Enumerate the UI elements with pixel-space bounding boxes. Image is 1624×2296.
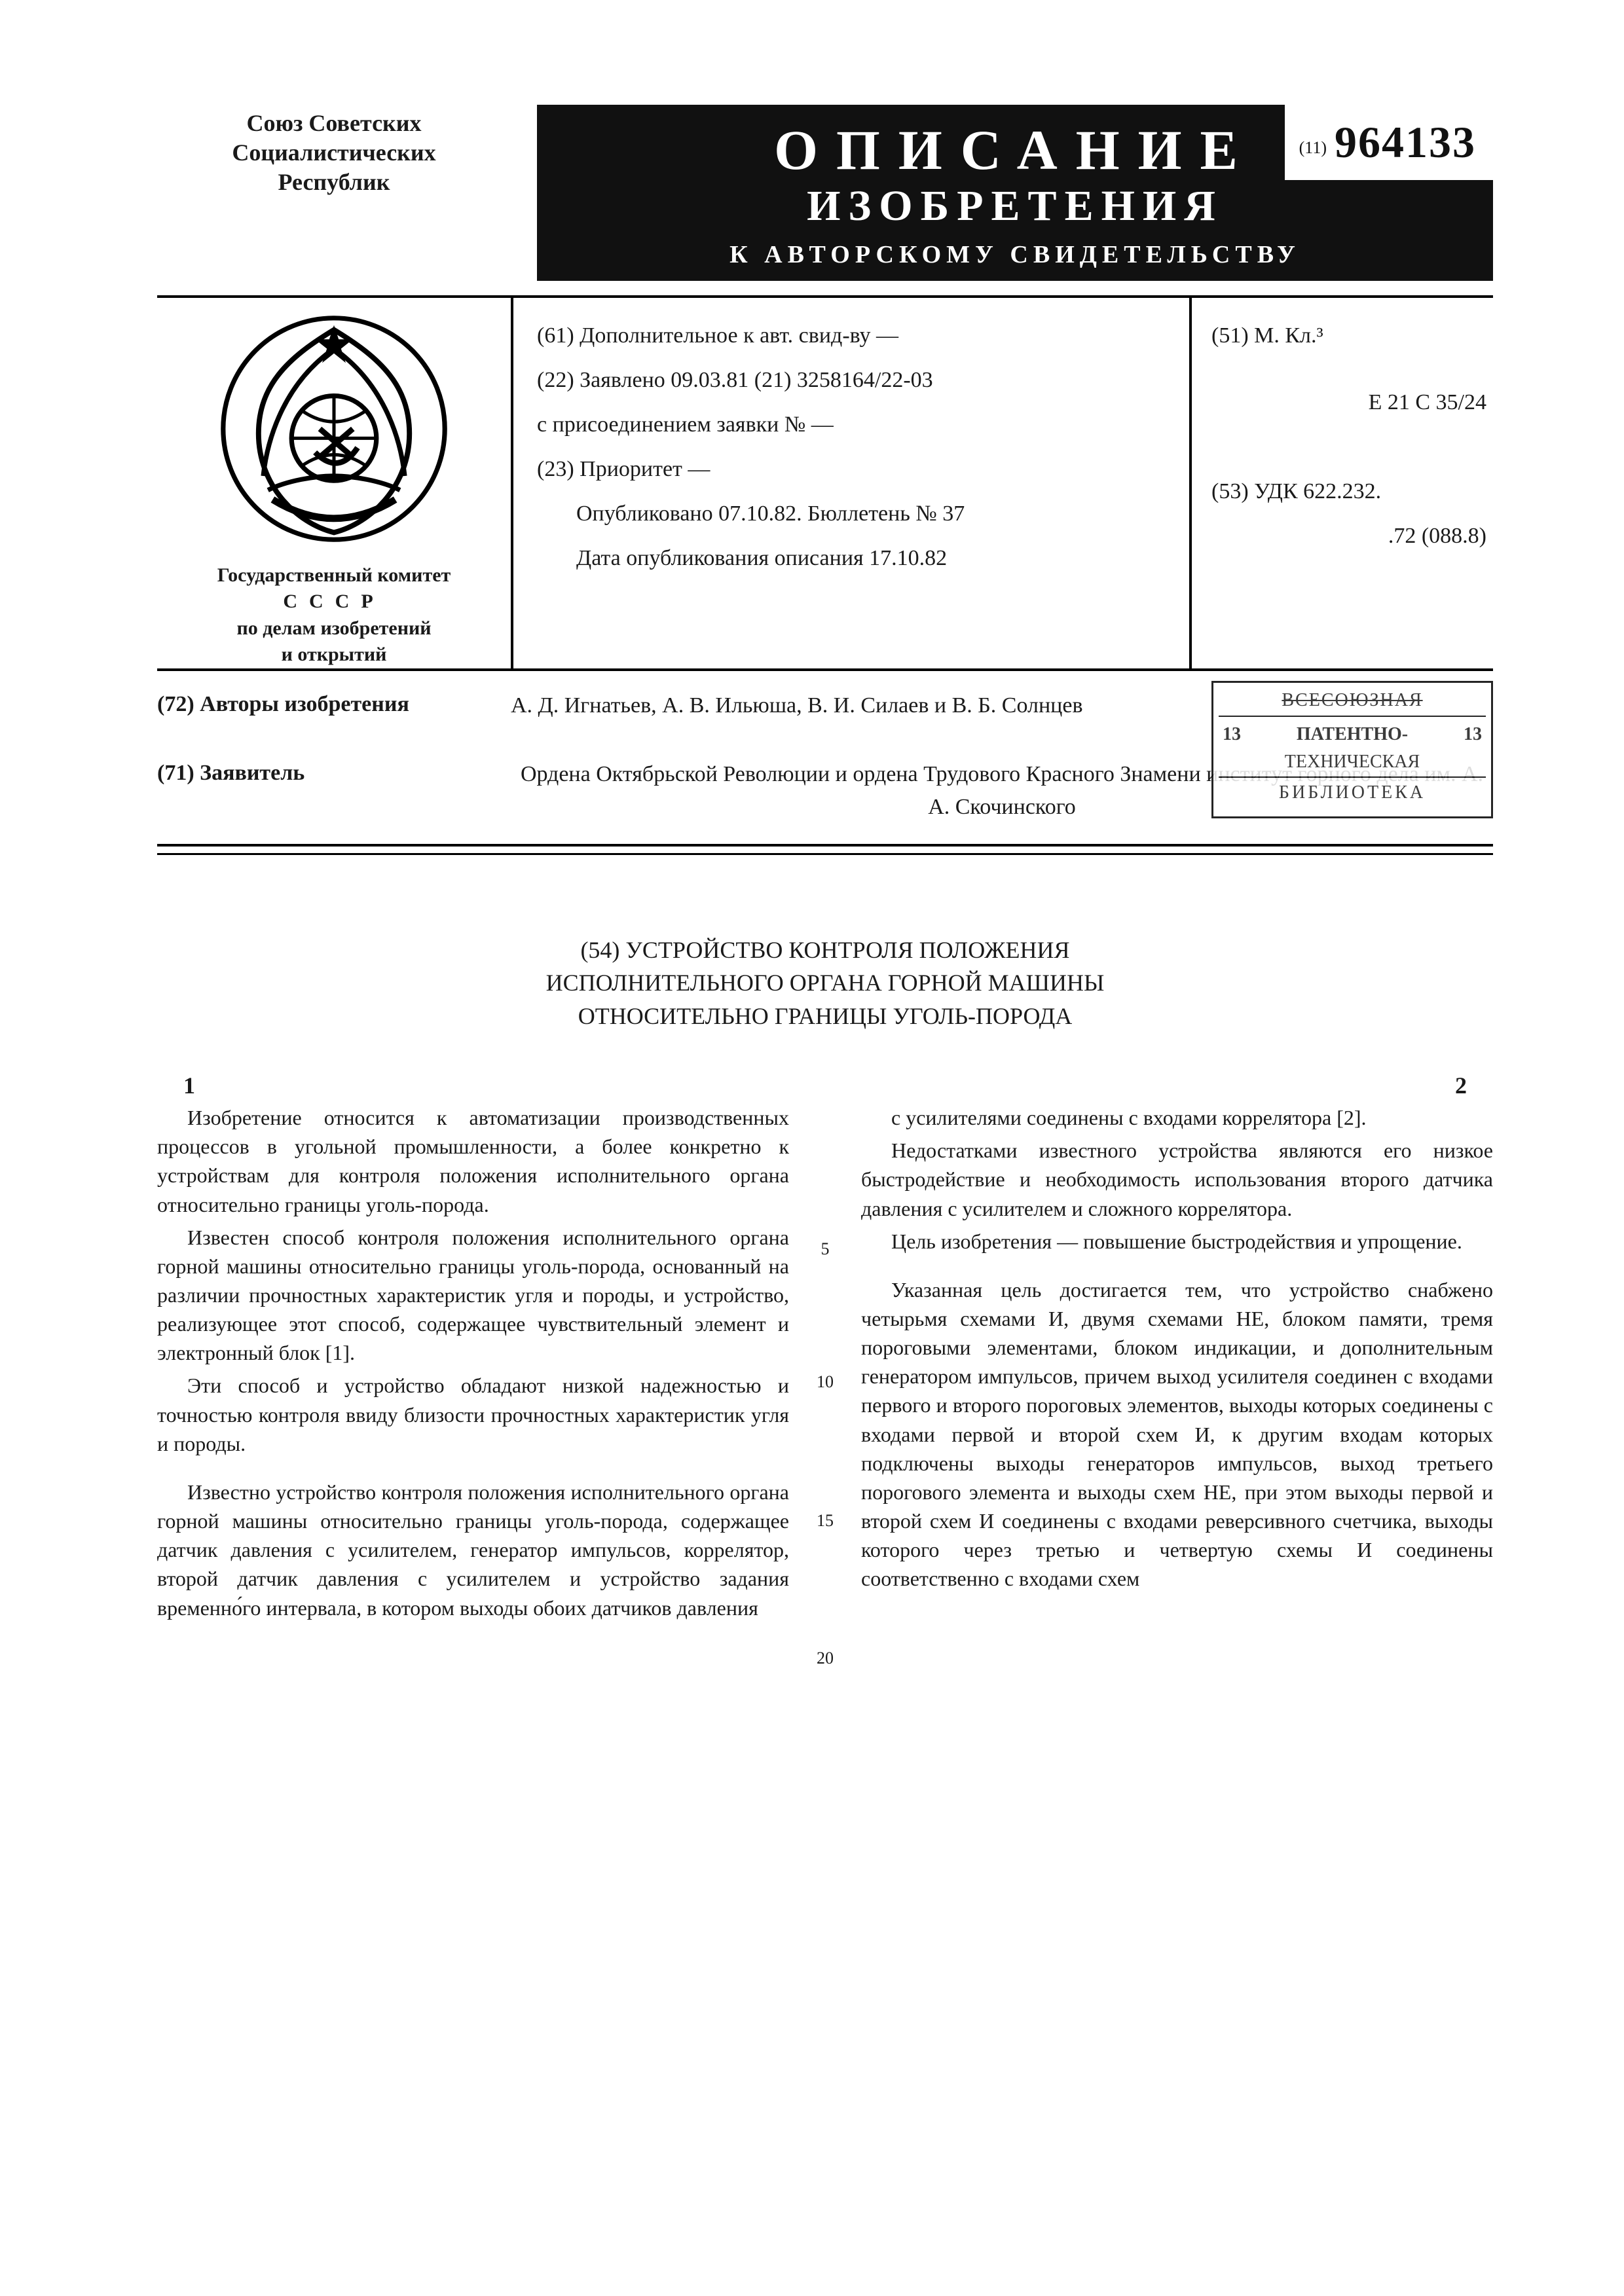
rule [157, 668, 1493, 671]
body-paragraph: Цель изобретения — повышение быстродейст… [861, 1227, 1493, 1256]
stamp-line: ТЕХНИЧЕСКАЯ [1219, 750, 1486, 774]
committee-line: Государственный комитет [157, 562, 511, 589]
biblio-f51-value: E 21 C 35/24 [1211, 380, 1486, 425]
title-block: ОПИСАНИЕ ИЗОБРЕТЕНИЯ К АВТОРСКОМУ СВИДЕТ… [537, 105, 1493, 281]
line-number: 20 [809, 1647, 841, 1670]
body-column-left: Изобретение относится к автоматизации пр… [157, 1103, 789, 1626]
body-column-right: с усилителями соединены с входами коррел… [861, 1103, 1493, 1626]
biblio-join: с присоединением заявки № — [537, 403, 1170, 447]
biblio-f51-label: (51) М. Кл.³ [1211, 314, 1486, 358]
line-number: 10 [809, 1370, 841, 1394]
column-number-left: 1 [183, 1072, 195, 1099]
title-main: ОПИСАНИЕ [774, 119, 1256, 181]
body-paragraph: Указанная цель достигается тем, что устр… [861, 1275, 1493, 1594]
biblio-pub: Опубликовано 07.10.82. Бюллетень № 37 [537, 492, 1170, 536]
column-number-right: 2 [1455, 1072, 1467, 1099]
line-number: 5 [809, 1237, 841, 1261]
biblio-f53-label: (53) УДК 622.232. [1211, 469, 1486, 514]
body-paragraph: Известно устройство контроля положения и… [157, 1478, 789, 1622]
rule [157, 844, 1493, 847]
stamp-line: ВСЕСОЮЗНАЯ [1219, 688, 1486, 713]
line-number: 15 [809, 1509, 841, 1533]
doc-number-value: 964133 [1335, 117, 1476, 167]
invention-code: (54) [580, 937, 619, 963]
library-stamp: ВСЕСОЮЗНАЯ 13 ПАТЕНТНО- 13 ТЕХНИЧЕСКАЯ Б… [1211, 681, 1493, 818]
biblio-right: (51) М. Кл.³ E 21 C 35/24 (53) УДК 622.2… [1189, 298, 1493, 668]
coat-of-arms-icon [216, 311, 452, 547]
issuer-line: Республик [157, 168, 511, 197]
body-paragraph: Изобретение относится к автоматизации пр… [157, 1103, 789, 1219]
body-paragraph: Недостатками известного устройства являю… [861, 1136, 1493, 1222]
issuer-line: Социалистических [157, 138, 511, 168]
body-paragraph: Известен способ контроля положения испол… [157, 1223, 789, 1368]
stamp-line: БИБЛИОТЕКА [1219, 780, 1486, 805]
committee-line: по делам изобретений [157, 615, 511, 642]
invention-title-line: ОТНОСИТЕЛЬНО ГРАНИЦЫ УГОЛЬ-ПОРОДА [578, 1003, 1073, 1029]
rule [157, 853, 1493, 855]
body-paragraph: с усилителями соединены с входами коррел… [861, 1103, 1493, 1132]
title-cert: К АВТОРСКОМУ СВИДЕТЕЛЬСТВУ [729, 242, 1301, 273]
committee-line: и открытий [157, 642, 511, 668]
biblio-f23: (23) Приоритет — [537, 447, 1170, 492]
committee-block: Государственный комитет СССР по делам из… [157, 562, 511, 668]
line-number-gutter: 5 10 15 20 [809, 1103, 841, 1626]
biblio-f53-value: .72 (088.8) [1211, 514, 1486, 558]
doc-field-code: (11) [1299, 138, 1327, 157]
biblio-f61: (61) Дополнительное к авт. свид-ву — [537, 314, 1170, 358]
stamp-line: ПАТЕНТНО- [1297, 722, 1408, 747]
issuer-block: Союз Советских Социалистических Республи… [157, 105, 511, 197]
biblio-descpub: Дата опубликования описания 17.10.82 [537, 536, 1170, 581]
biblio-f22: (22) Заявлено 09.03.81 (21) 3258164/22-0… [537, 358, 1170, 403]
committee-line: СССР [157, 589, 511, 615]
invention-title-line: ИСПОЛНИТЕЛЬНОГО ОРГАНА ГОРНОЙ МАШИНЫ [546, 970, 1105, 996]
document-number: (11) 964133 [1285, 105, 1494, 180]
title-sub: ИЗОБРЕТЕНИЯ [807, 183, 1223, 230]
applicant-label: (71) Заявитель [157, 758, 511, 823]
authors-label: (72) Авторы изобретения [157, 689, 511, 721]
stamp-number: 13 [1464, 722, 1482, 747]
issuer-line: Союз Советских [157, 109, 511, 138]
body-paragraph: Эти способ и устройство обладают низкой … [157, 1371, 789, 1457]
invention-title-line: УСТРОЙСТВО КОНТРОЛЯ ПОЛОЖЕНИЯ [625, 937, 1069, 963]
stamp-number: 13 [1223, 722, 1241, 747]
biblio-middle: (61) Дополнительное к авт. свид-ву — (22… [511, 298, 1189, 668]
invention-title: (54) УСТРОЙСТВО КОНТРОЛЯ ПОЛОЖЕНИЯ ИСПОЛ… [406, 934, 1244, 1032]
